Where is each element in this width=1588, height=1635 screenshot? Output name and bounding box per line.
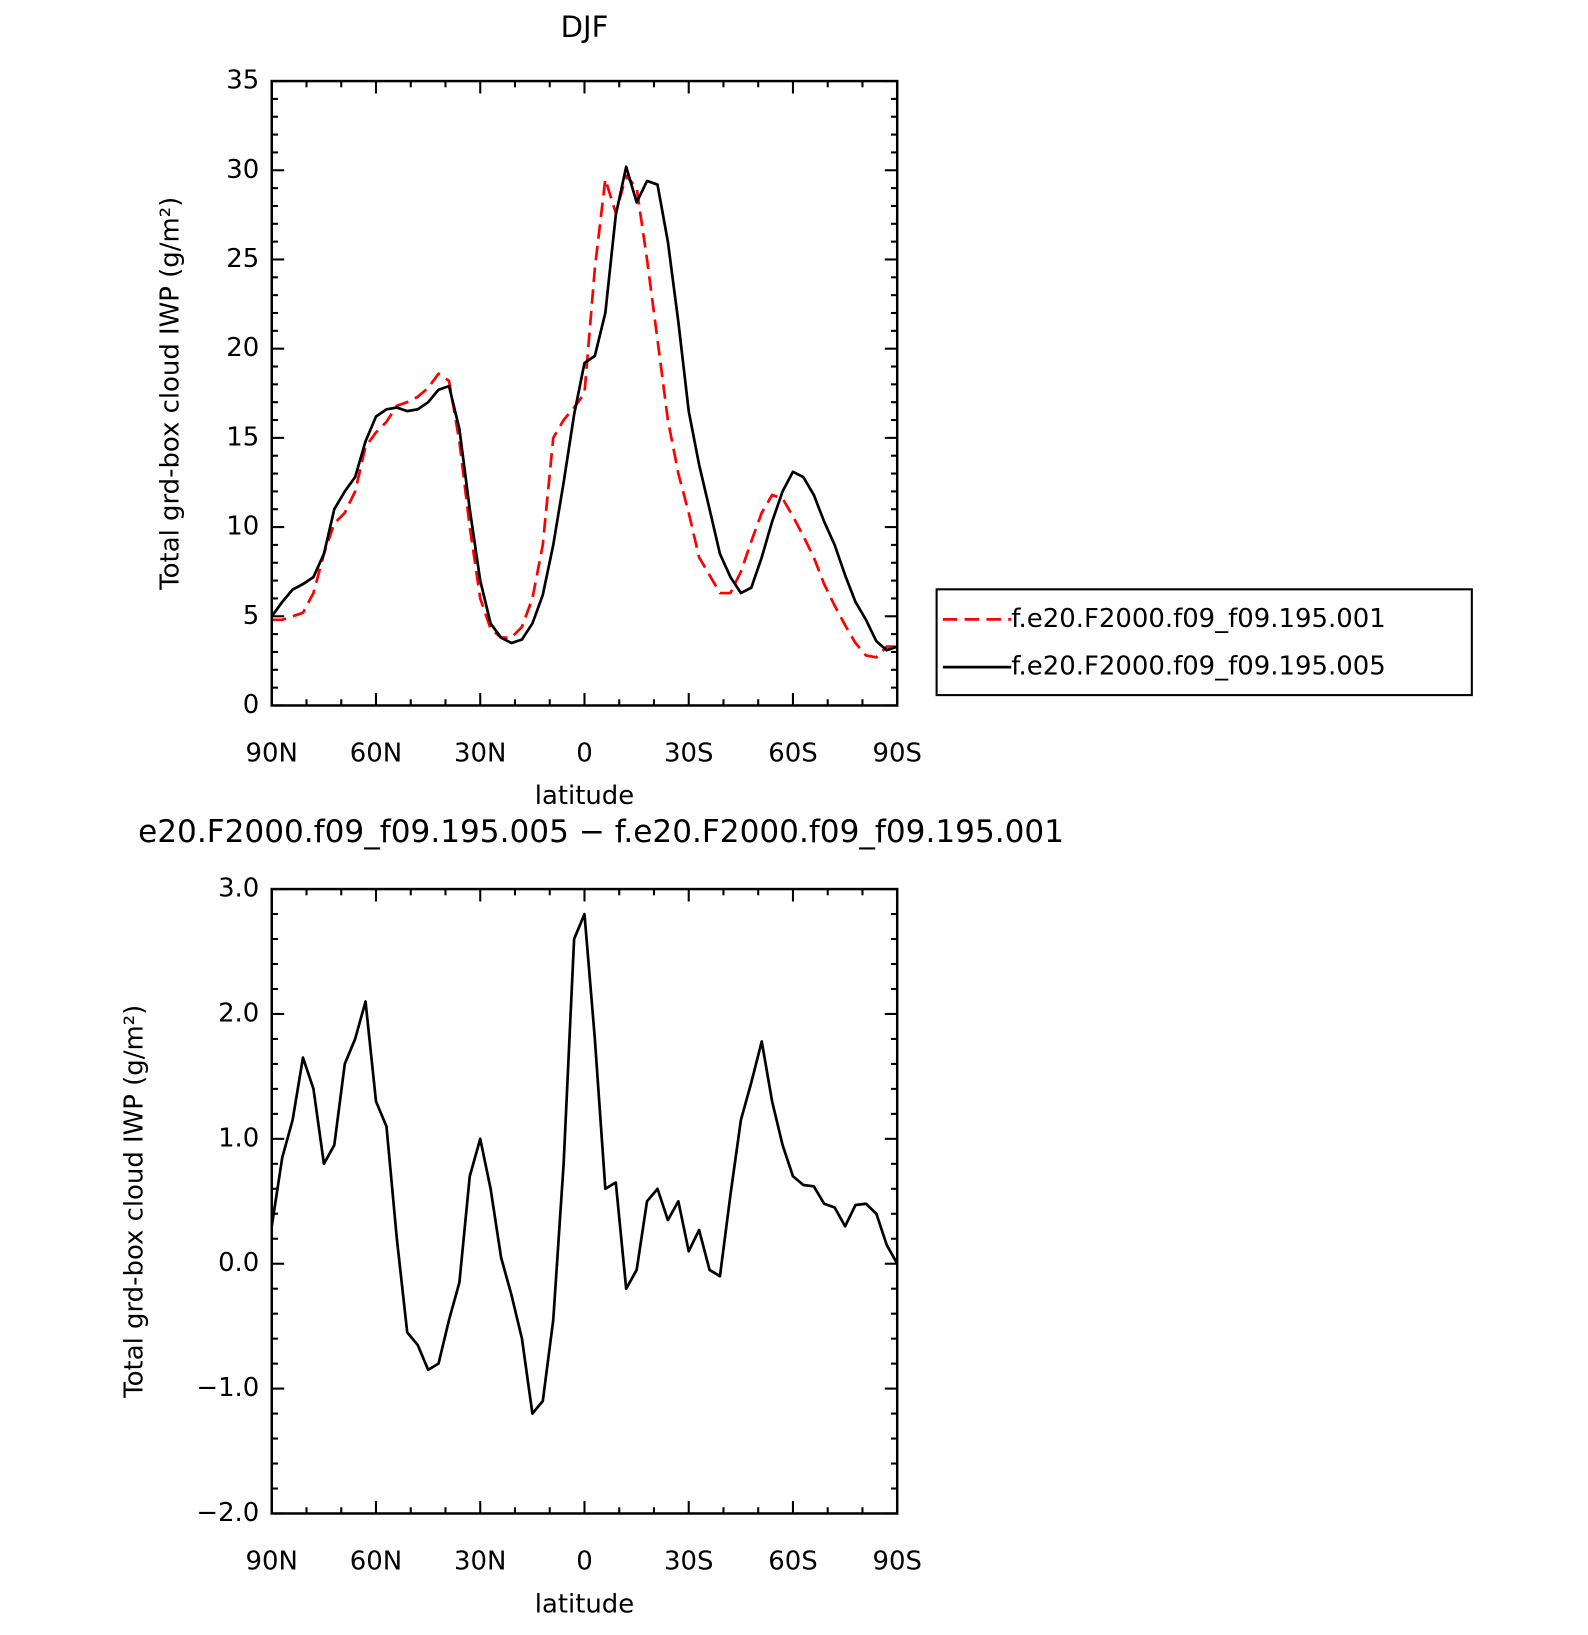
y-tick-label: 25: [226, 244, 259, 274]
x-axis-label: latitude: [535, 1589, 634, 1619]
y-tick-label: 30: [226, 155, 259, 185]
data-line: [270, 165, 898, 652]
x-tick-label: 90N: [246, 1547, 298, 1577]
y-tick-label: −2.0: [196, 1498, 259, 1528]
x-tick-label: 30N: [454, 1547, 506, 1577]
data-line: [270, 912, 899, 1415]
x-tick-label: 0: [576, 1547, 593, 1577]
y-tick-label: 0: [243, 690, 259, 720]
y-tick-label: 15: [226, 422, 259, 452]
x-tick-label: 30N: [454, 739, 506, 769]
plot-frame: [270, 79, 899, 707]
y-tick-label: −1.0: [196, 1373, 259, 1403]
x-tick-label: 60N: [350, 1547, 402, 1577]
y-tick-label: 0.0: [218, 1248, 259, 1278]
x-tick-label: 90S: [872, 1547, 921, 1577]
y-axis-label: Total grd-box cloud IWP (g/m²): [156, 197, 186, 591]
y-tick-label: 20: [226, 333, 259, 363]
chart-title: DJF: [561, 10, 609, 44]
x-axis-label: latitude: [535, 781, 634, 811]
x-tick-label: 60S: [768, 739, 817, 769]
y-tick-label: 5: [243, 601, 259, 631]
y-axis-label: Total grd-box cloud IWP (g/m²): [119, 1005, 149, 1399]
legend-box: [935, 588, 1473, 697]
plot-frame: [270, 887, 899, 1515]
x-tick-label: 60S: [768, 1547, 817, 1577]
x-tick-label: 0: [576, 739, 593, 769]
x-tick-label: 90N: [246, 739, 298, 769]
legend-label: f.e20.F2000.f09_f09.195.001: [1011, 604, 1385, 634]
x-tick-label: 60N: [350, 739, 402, 769]
x-tick-label: 30S: [664, 1547, 713, 1577]
y-tick-label: 35: [226, 66, 259, 96]
x-tick-label: 90S: [872, 739, 921, 769]
y-tick-label: 1.0: [218, 1123, 259, 1153]
y-tick-label: 2.0: [218, 998, 259, 1028]
y-tick-label: 10: [226, 512, 259, 542]
legend-label: f.e20.F2000.f09_f09.195.005: [1011, 652, 1385, 682]
x-tick-label: 30S: [664, 739, 713, 769]
data-line: [271, 174, 898, 659]
y-tick-label: 3.0: [218, 874, 259, 904]
chart-title: e20.F2000.f09_f09.195.005 − f.e20.F2000.…: [138, 814, 1064, 850]
